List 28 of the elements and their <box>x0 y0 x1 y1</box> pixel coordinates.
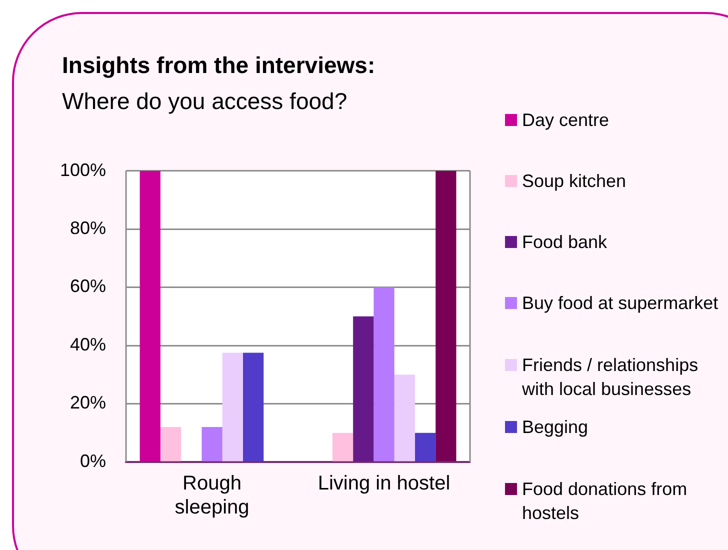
bar <box>140 170 160 462</box>
bar <box>374 287 394 462</box>
bar <box>160 427 182 462</box>
bar <box>332 432 354 462</box>
chart-subtitle: Where do you access food? <box>62 88 348 115</box>
legend-label: Day centre <box>522 109 610 132</box>
x-tick-label: Living in hostel <box>318 472 450 495</box>
legend-label: Food donations from hostels <box>522 478 688 525</box>
y-tick-label: 40% <box>70 334 106 354</box>
bar <box>242 352 264 462</box>
y-tick-label: 0% <box>80 450 106 471</box>
legend-label: Food bank <box>522 231 608 254</box>
bar <box>202 427 222 462</box>
x-tick-label: Rough sleeping <box>174 472 250 519</box>
y-tick-label: 80% <box>70 218 106 238</box>
legend-label: Soup kitchen <box>522 170 626 193</box>
legend-label: Friends / relationships with local businesses <box>522 354 700 401</box>
bar <box>222 352 243 462</box>
y-tick-label: 60% <box>70 276 106 296</box>
chart-title: Insights from the interviews: <box>62 52 376 79</box>
bar <box>436 170 456 462</box>
y-tick-label: 20% <box>70 392 106 413</box>
legend-label: Buy food at supermarket <box>522 292 718 315</box>
bar <box>414 432 436 462</box>
bar <box>353 316 374 462</box>
legend-label: Begging <box>522 416 588 439</box>
bar <box>394 374 415 462</box>
y-tick-label: 100% <box>60 160 106 180</box>
